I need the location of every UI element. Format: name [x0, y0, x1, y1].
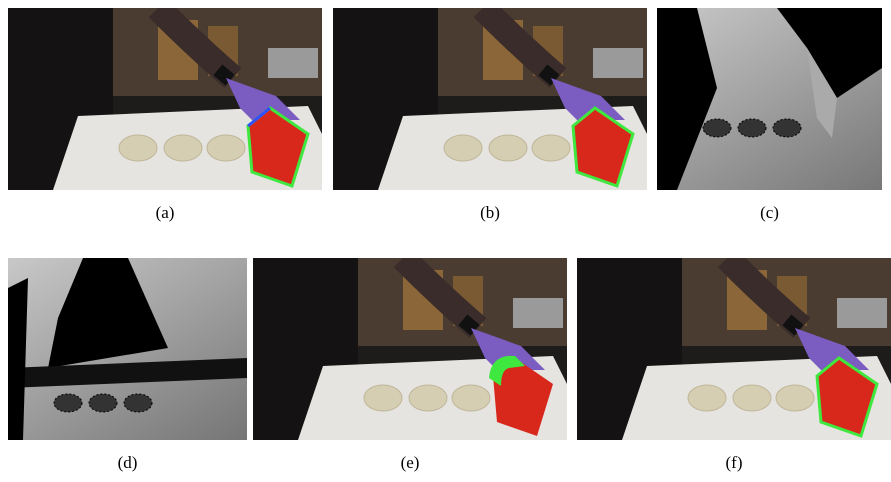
dish [452, 385, 490, 411]
dish [164, 135, 202, 161]
dish [207, 135, 245, 161]
dish [733, 385, 771, 411]
panel-image [657, 8, 891, 190]
dish [364, 385, 402, 411]
panel-image [8, 8, 324, 190]
dish [119, 135, 157, 161]
dish [776, 385, 814, 411]
panel-caption: (e) [401, 453, 420, 472]
chair [513, 298, 563, 328]
depth-dish [738, 119, 766, 137]
dish [532, 135, 570, 161]
dish [489, 135, 527, 161]
dish [688, 385, 726, 411]
chair [268, 48, 318, 78]
figure: (a) (b) (c) (d) (e) (f) [0, 0, 891, 477]
dish [444, 135, 482, 161]
depth-dish [89, 394, 117, 412]
panel-caption: (f) [726, 453, 743, 472]
panel-caption: (c) [760, 203, 779, 222]
panel-caption: (d) [118, 453, 138, 472]
panel-caption: (a) [156, 203, 175, 222]
panel-image [577, 258, 891, 440]
dish [409, 385, 447, 411]
depth-dish [703, 119, 731, 137]
chair [593, 48, 643, 78]
panel-caption: (b) [480, 203, 500, 222]
chair [837, 298, 887, 328]
panel-image [333, 8, 649, 190]
depth-dish [54, 394, 82, 412]
depth-dish [124, 394, 152, 412]
depth-dish [773, 119, 801, 137]
panel-image [253, 258, 569, 440]
